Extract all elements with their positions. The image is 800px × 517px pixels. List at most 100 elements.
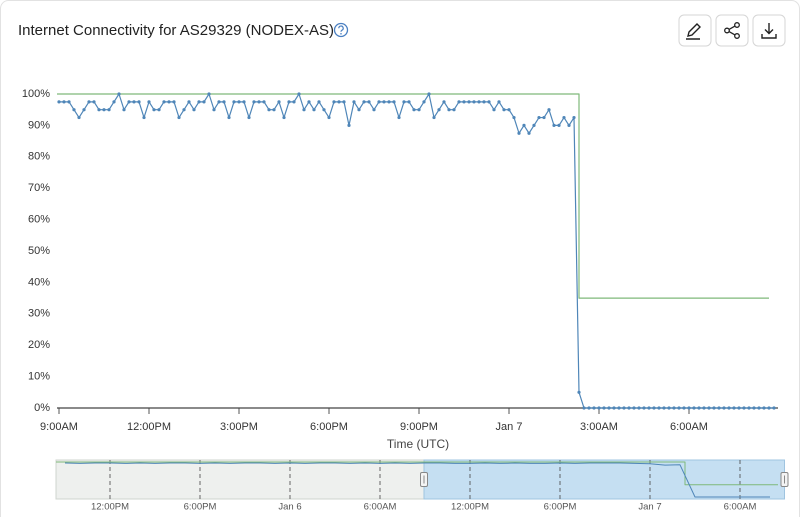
data-point — [482, 100, 486, 104]
data-point — [747, 406, 751, 410]
data-point — [307, 100, 311, 104]
data-point — [362, 100, 366, 104]
data-point — [347, 123, 351, 127]
data-point — [127, 100, 131, 104]
data-point — [472, 100, 476, 104]
data-point — [177, 115, 181, 120]
navigator-series-line — [64, 462, 770, 498]
data-point — [222, 100, 226, 104]
data-point — [82, 108, 86, 112]
data-point — [92, 100, 96, 104]
data-point — [652, 406, 656, 410]
data-point — [137, 100, 141, 104]
data-point — [677, 406, 681, 410]
x-tick-label: 3:00PM — [220, 421, 258, 433]
help-icon[interactable] — [333, 22, 349, 38]
x-axis-label: Time (UTC) — [387, 437, 449, 451]
data-point — [267, 108, 271, 112]
data-point — [442, 100, 446, 104]
data-point — [427, 92, 431, 96]
x-tick-label: Jan 7 — [496, 421, 523, 433]
y-tick-label: 60% — [28, 214, 50, 226]
data-point — [452, 108, 456, 112]
data-point — [62, 100, 66, 104]
data-point — [282, 115, 286, 120]
data-point — [377, 100, 381, 104]
data-point — [162, 100, 166, 104]
data-point — [627, 406, 631, 410]
data-point — [457, 100, 461, 104]
data-point — [667, 406, 671, 410]
data-point — [342, 100, 346, 104]
data-point — [287, 100, 291, 104]
data-point — [557, 123, 561, 127]
data-point — [217, 100, 221, 104]
data-point — [507, 108, 511, 112]
data-point — [117, 92, 121, 96]
data-point — [207, 92, 211, 96]
data-point — [612, 406, 616, 410]
data-point — [187, 100, 191, 104]
data-point — [697, 406, 701, 410]
data-point — [727, 406, 731, 410]
data-point — [587, 406, 591, 410]
data-point — [487, 100, 491, 104]
data-point — [617, 406, 621, 410]
data-point — [647, 406, 651, 410]
data-point — [737, 406, 741, 410]
download-button[interactable] — [752, 14, 786, 47]
data-point — [72, 108, 76, 112]
navigator-tick-label: 12:00PM — [91, 502, 129, 513]
x-tick-label: 12:00PM — [127, 421, 171, 433]
y-tick-label: 40% — [28, 276, 50, 288]
data-point — [317, 100, 321, 104]
data-point — [717, 406, 721, 410]
data-point — [367, 100, 371, 104]
data-point — [712, 406, 716, 410]
edit-button[interactable] — [678, 14, 712, 47]
data-point — [527, 131, 531, 135]
data-point — [572, 115, 576, 120]
data-point — [107, 108, 111, 112]
data-point — [422, 100, 426, 104]
data-point — [707, 406, 711, 410]
data-point — [247, 115, 251, 120]
data-point — [682, 406, 686, 410]
data-point — [172, 100, 176, 104]
navigator-tick-label: 6:00PM — [184, 502, 217, 513]
data-point — [262, 100, 266, 104]
data-point — [252, 100, 256, 104]
data-point — [532, 123, 536, 127]
data-point — [477, 100, 481, 104]
data-point — [577, 390, 581, 394]
data-point — [387, 100, 391, 104]
data-point — [122, 108, 126, 112]
data-point — [237, 100, 241, 104]
data-point — [687, 406, 691, 410]
data-point — [97, 108, 101, 112]
data-point — [722, 406, 726, 410]
data-point — [607, 406, 611, 410]
data-point — [522, 123, 526, 127]
data-point — [302, 108, 306, 112]
data-point — [272, 108, 276, 112]
navigator-selection[interactable] — [423, 459, 785, 500]
x-tick-label: 3:00AM — [580, 421, 618, 433]
data-point — [437, 108, 441, 112]
share-button[interactable] — [715, 14, 749, 47]
navigator-tick-label: Jan 6 — [278, 502, 301, 513]
data-point — [147, 100, 151, 104]
x-tick-label: 6:00AM — [670, 421, 708, 433]
data-point — [702, 406, 706, 410]
data-point — [467, 100, 471, 104]
data-point — [67, 100, 71, 104]
data-point — [742, 406, 746, 410]
data-point — [232, 100, 236, 104]
data-point — [592, 406, 596, 410]
data-point — [392, 100, 396, 104]
data-point — [767, 406, 771, 410]
data-point — [212, 108, 216, 112]
data-point — [657, 406, 661, 410]
y-tick-label: 20% — [28, 339, 50, 351]
